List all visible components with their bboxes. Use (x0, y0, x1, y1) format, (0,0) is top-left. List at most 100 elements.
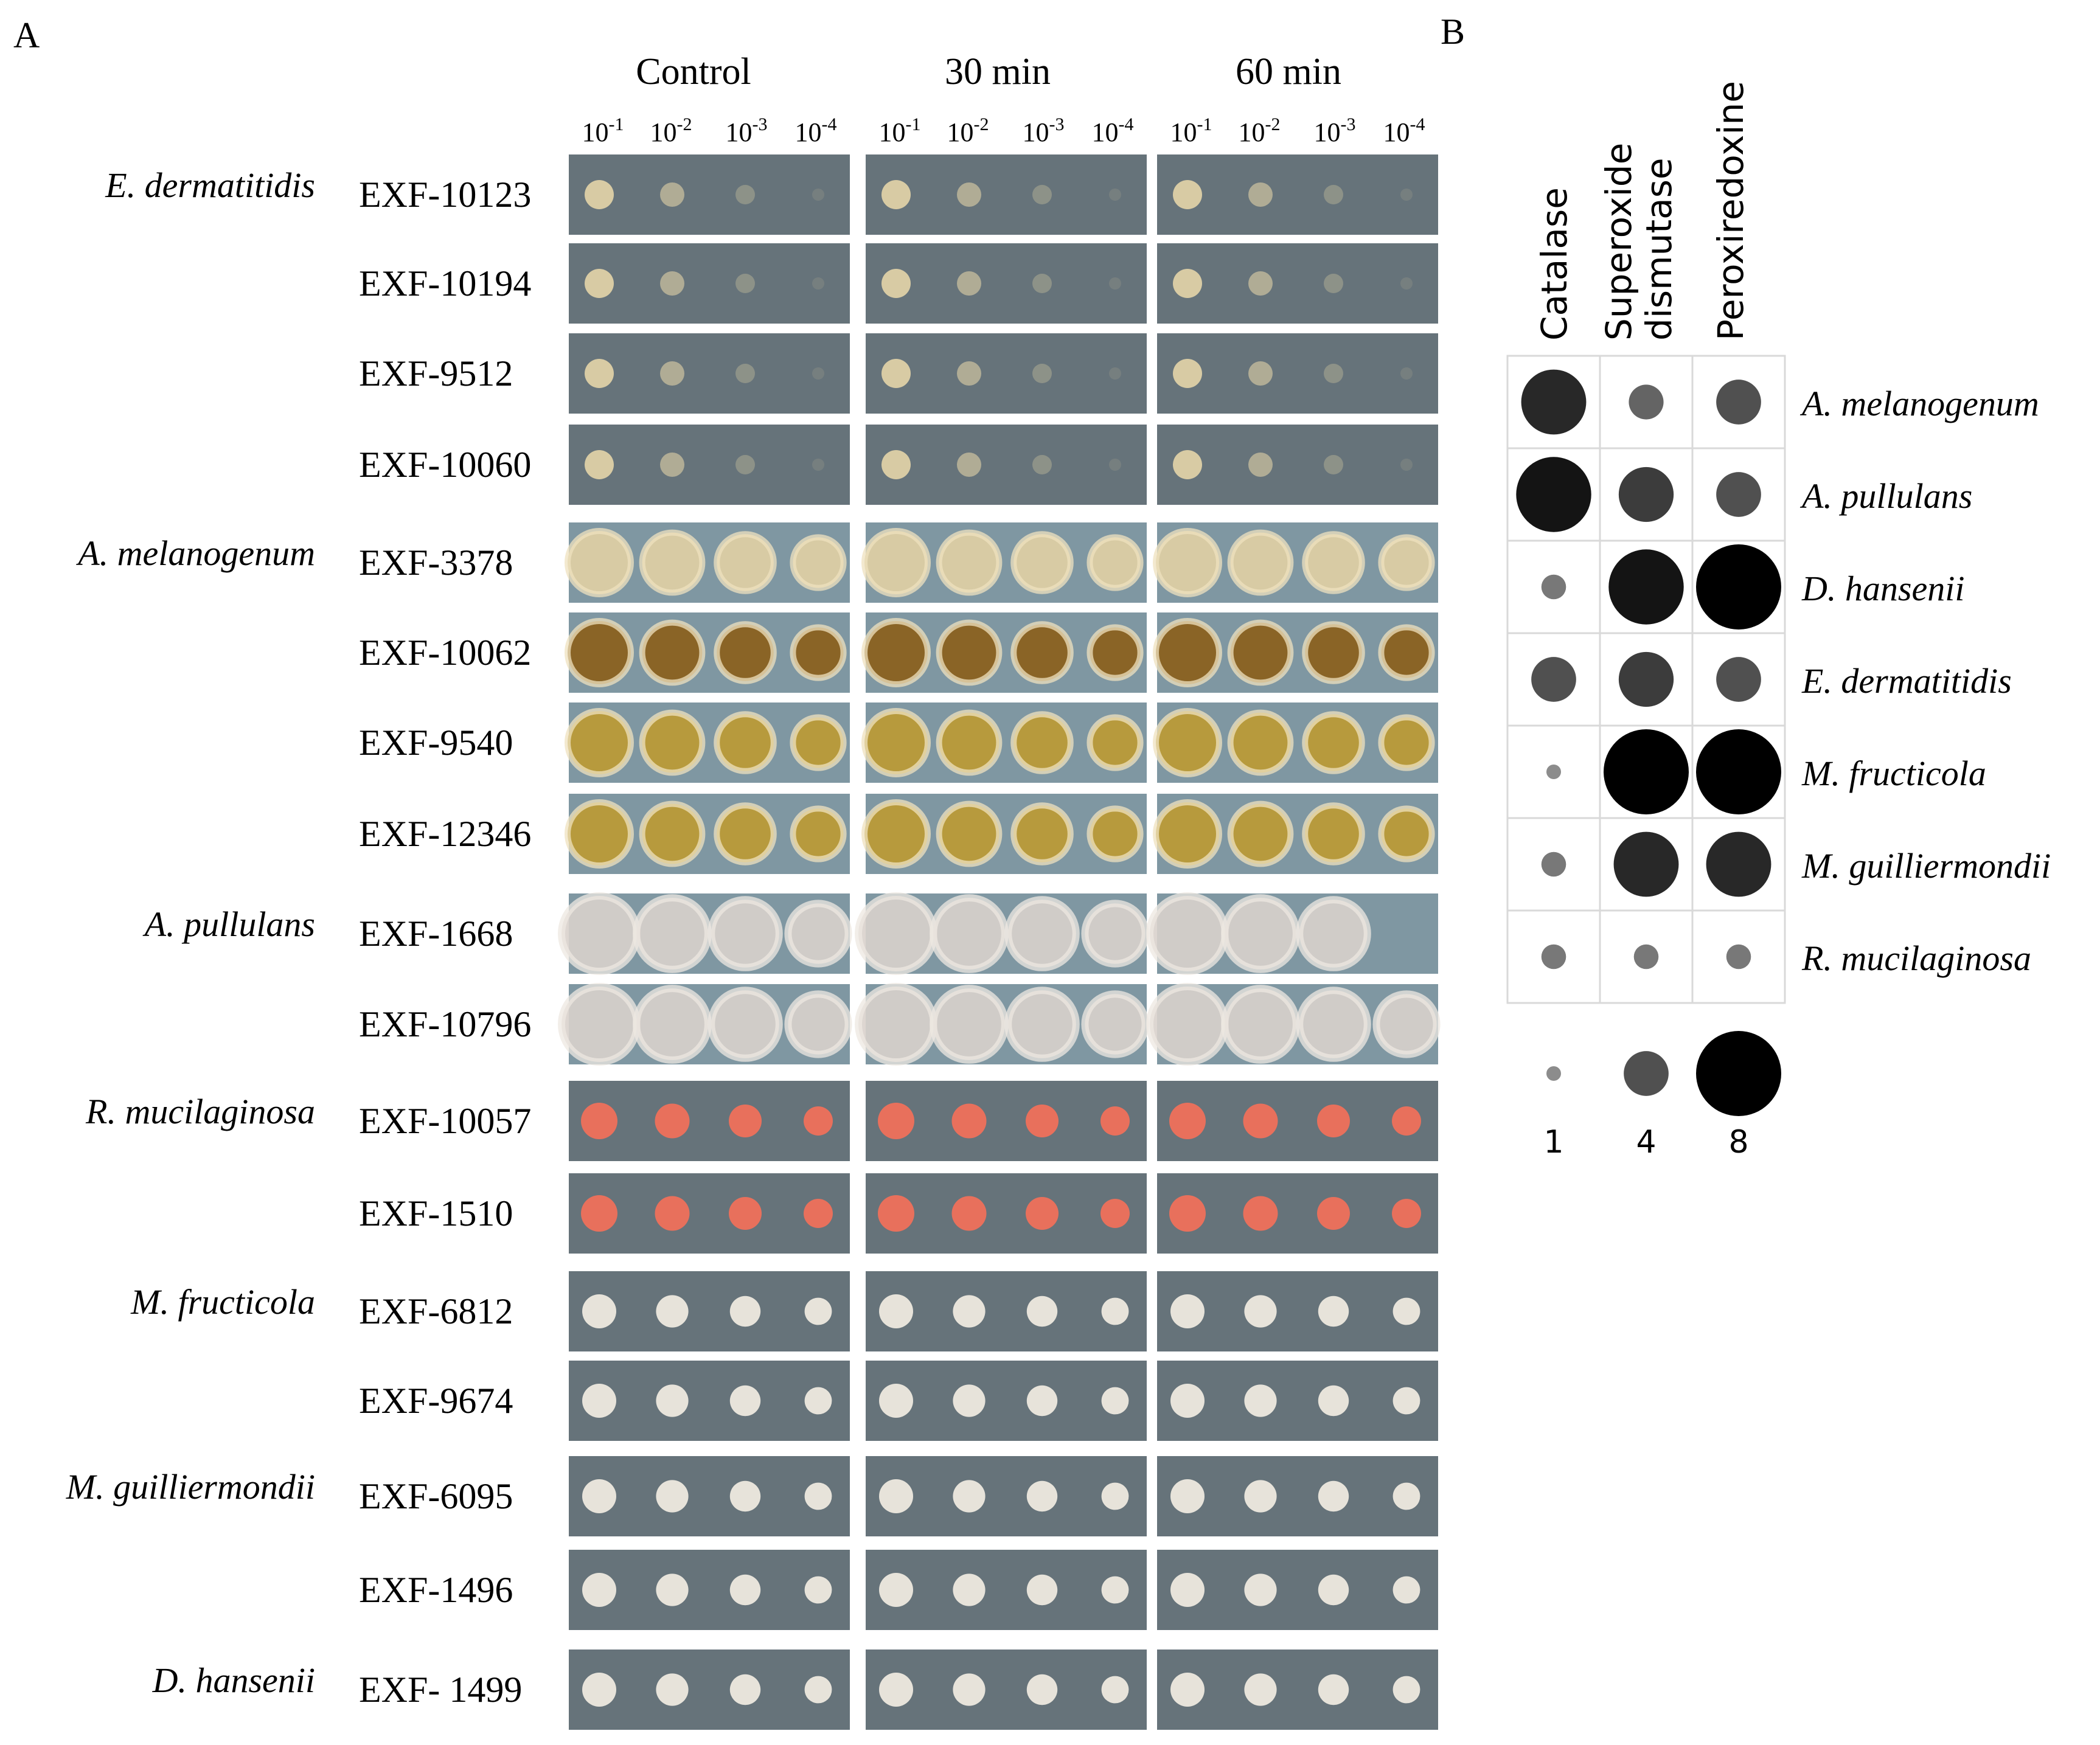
legend-label: 4 (1636, 1124, 1656, 1160)
colony-spot (1227, 709, 1294, 776)
colony-spot (879, 1294, 913, 1328)
colony-spot (1101, 1576, 1129, 1604)
colony-spot (1392, 1482, 1420, 1510)
colony-spot (565, 708, 634, 777)
species-row-label: E. dermatitidis (1801, 661, 2012, 701)
colony-spot (936, 619, 1003, 686)
plate-strip (1157, 154, 1438, 235)
colony-spot (1153, 618, 1222, 687)
colony-spot (1318, 1574, 1349, 1606)
colony-spot (1087, 534, 1144, 591)
dilution-label: 10-1 (879, 114, 921, 147)
strain-label: EXF-9512 (359, 353, 513, 394)
species-row-label: D. hansenii (1801, 569, 1964, 608)
colony-spot (1378, 714, 1435, 771)
colony-spot (1081, 900, 1149, 968)
colony-spot (1392, 1106, 1421, 1136)
colony-spot (1109, 367, 1121, 380)
colony-spot (1170, 1573, 1205, 1607)
colony-spot (1248, 361, 1273, 386)
colony-spot (639, 800, 706, 867)
colony-spot (951, 1103, 987, 1139)
strain-label: EXF- 1499 (359, 1670, 522, 1710)
colony-spot (1302, 802, 1365, 866)
colony-spot (881, 359, 911, 388)
colony-spot (1400, 459, 1413, 471)
colony-spot (1317, 1105, 1350, 1137)
dilution-label: 10-1 (582, 114, 624, 147)
colony-spot (729, 1197, 762, 1230)
plate-strip (866, 425, 1147, 505)
colony-spot (861, 528, 931, 597)
condition-label: 60 min (1236, 51, 1341, 92)
colony-spot (1317, 1197, 1350, 1230)
colony-spot (1026, 1385, 1058, 1417)
bubble (1716, 380, 1761, 425)
colony-spot (1026, 1296, 1058, 1327)
size-legend: 1 4 8 (1543, 1031, 1781, 1160)
colony-spot (660, 453, 684, 477)
colony-spot (804, 1676, 832, 1704)
colony-spot (1026, 1105, 1059, 1137)
colony-spot (1400, 277, 1413, 290)
colony-spot (1378, 534, 1435, 591)
colony-spot (1392, 1387, 1420, 1415)
colony-spot (957, 453, 981, 477)
colony-spot (1173, 269, 1202, 298)
enzyme-column-headers: Catalase Superoxidedismutase Peroxiredoxin… (1534, 81, 1751, 341)
strain-label: EXF-6095 (359, 1476, 513, 1516)
colony-spot (879, 1384, 913, 1418)
colony-spot (582, 1573, 616, 1607)
species-label: E. dermatitidis (105, 165, 315, 205)
bubble (1608, 549, 1684, 625)
colony-spot (953, 1480, 986, 1513)
bubble (1618, 467, 1674, 522)
colony-spot (582, 1384, 616, 1418)
colony-spot (1173, 450, 1202, 479)
colony-spot (1243, 1196, 1278, 1231)
colony-spot (655, 1196, 690, 1231)
bubble (1629, 384, 1664, 420)
colony-spot (729, 1296, 761, 1327)
colony-spot (936, 709, 1003, 776)
species-row-label: M. fructicola (1801, 754, 1986, 793)
colony-spot (804, 1297, 832, 1325)
colony-spot (1004, 896, 1080, 971)
strain-label: EXF-12346 (359, 814, 531, 854)
colony-spot (1101, 1387, 1129, 1415)
colony-spot (714, 711, 777, 774)
colony-spot (565, 618, 634, 687)
colony-spot (1248, 182, 1273, 207)
plate-strip (569, 333, 850, 414)
strain-label: EXF-6812 (359, 1291, 513, 1331)
colony-spot (784, 900, 852, 968)
enzyme-header: Peroxiredoxine (1710, 81, 1751, 341)
colony-spot (879, 1573, 913, 1607)
colony-spot (790, 805, 847, 862)
colony-spot (1087, 805, 1144, 862)
colony-spot (585, 359, 614, 388)
colony-spot (1324, 455, 1343, 474)
colony-spot (582, 1673, 616, 1707)
colony-spot (1109, 189, 1121, 201)
colony-spot (1169, 1103, 1206, 1139)
colony-spot (735, 185, 755, 204)
colony-spot (861, 618, 931, 687)
colony-spot (1318, 1385, 1349, 1417)
colony-spot (1227, 529, 1294, 596)
colony-spot (1010, 711, 1074, 774)
colony-spot (1026, 1197, 1059, 1230)
bubble (1604, 729, 1689, 814)
colony-spot (1244, 1573, 1277, 1606)
species-row-label: M. guilliermondii (1801, 846, 2051, 886)
bubble (1516, 457, 1591, 532)
bubble (1726, 944, 1751, 970)
colony-spot (708, 896, 783, 971)
strain-label: EXF-9674 (359, 1381, 513, 1421)
colony-spot (953, 1573, 986, 1606)
colony-spot (1101, 1297, 1129, 1325)
panel-a-label: A (13, 15, 40, 55)
colony-spot (812, 459, 824, 471)
colony-spot (1296, 987, 1371, 1062)
